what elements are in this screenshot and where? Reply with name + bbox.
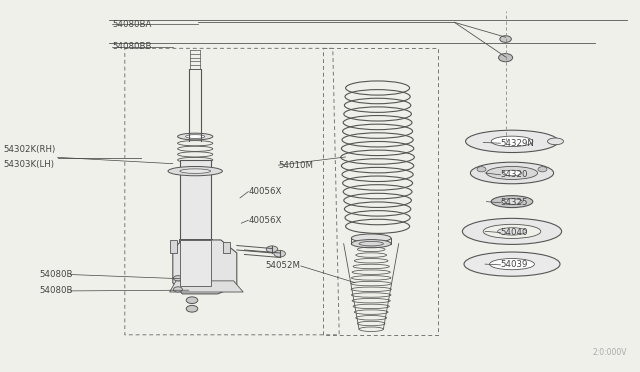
Ellipse shape [483, 224, 541, 238]
Bar [223, 242, 230, 253]
Circle shape [266, 246, 278, 253]
Ellipse shape [178, 133, 212, 140]
Text: 54303K(LH): 54303K(LH) [3, 160, 54, 169]
Ellipse shape [351, 240, 391, 248]
Ellipse shape [492, 196, 532, 208]
Ellipse shape [492, 136, 532, 147]
Ellipse shape [470, 162, 554, 184]
Circle shape [186, 297, 198, 304]
Polygon shape [170, 281, 243, 292]
Circle shape [274, 250, 285, 257]
Text: 54080BA: 54080BA [112, 20, 152, 29]
Circle shape [173, 287, 182, 292]
Ellipse shape [498, 228, 526, 235]
Ellipse shape [502, 199, 522, 205]
Ellipse shape [486, 166, 538, 179]
Ellipse shape [464, 252, 560, 276]
Polygon shape [173, 240, 237, 294]
Ellipse shape [462, 218, 562, 244]
Text: 40056X: 40056X [248, 216, 282, 225]
Text: 54302K(RH): 54302K(RH) [3, 145, 56, 154]
Circle shape [499, 54, 513, 62]
Bar [179, 239, 212, 246]
Bar [170, 240, 177, 253]
Text: 54039: 54039 [500, 260, 528, 269]
Text: 54080B: 54080B [40, 270, 73, 279]
Text: 40056X: 40056X [248, 187, 282, 196]
Bar [180, 240, 211, 286]
Circle shape [173, 276, 182, 281]
Circle shape [538, 167, 547, 172]
Text: 54329N: 54329N [500, 139, 534, 148]
Bar [180, 160, 211, 240]
Circle shape [186, 305, 198, 312]
Text: 2:0:000V: 2:0:000V [593, 348, 627, 357]
Text: 54040: 54040 [500, 228, 528, 237]
Text: 54052M: 54052M [266, 262, 301, 270]
Ellipse shape [502, 170, 522, 176]
Text: 54325: 54325 [500, 198, 528, 207]
Ellipse shape [490, 259, 534, 270]
Circle shape [477, 167, 486, 172]
Ellipse shape [180, 169, 211, 173]
Ellipse shape [168, 166, 223, 176]
Ellipse shape [186, 135, 205, 138]
Ellipse shape [466, 130, 558, 153]
Ellipse shape [351, 234, 391, 242]
Text: 54010M: 54010M [278, 161, 314, 170]
Text: 54320: 54320 [500, 170, 528, 179]
Text: 54080B: 54080B [40, 286, 73, 295]
Ellipse shape [548, 138, 564, 145]
Text: 54080BB: 54080BB [112, 42, 152, 51]
Circle shape [500, 36, 511, 42]
